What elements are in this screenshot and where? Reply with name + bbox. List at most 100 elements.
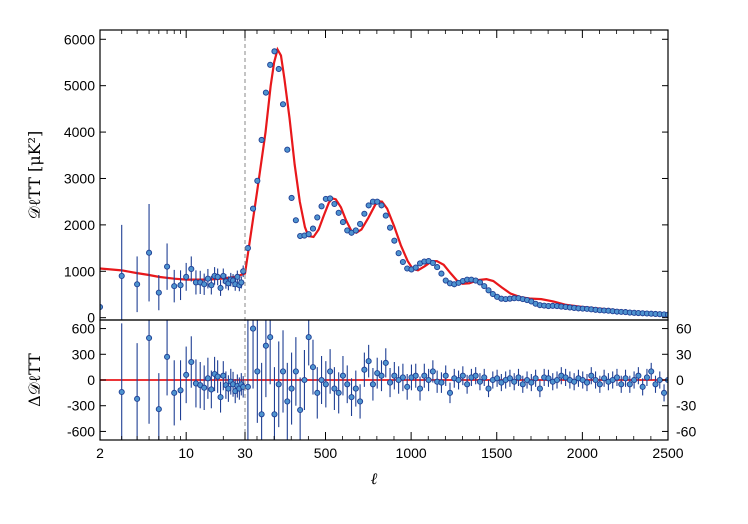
xtick-label-1: 10 [178,445,194,461]
residual-data-1-point-12 [201,384,208,391]
residual-data-2-point-90 [631,376,638,384]
top-data-point-45 [318,203,325,210]
top-data-point-67 [412,264,419,271]
top-y-axis-label: 𝒟ℓTT [μK²] [25,131,44,219]
residual-data-1-point-9 [188,358,195,366]
top-ytick-label-0: 0 [87,310,95,326]
xtick-label-7: 2500 [652,445,683,461]
bottom-ytick-label-1: -300 [67,398,95,414]
top-ytick-label-6: 6000 [64,31,95,47]
residual-data-2-point-97 [661,389,668,396]
top-data-point-33 [267,61,274,68]
residual-data-2-point-70 [545,375,552,382]
residual-data-2-point-59 [498,379,505,386]
residual-data-2-point-51 [464,381,471,388]
residual-data-2-point-31 [378,372,385,379]
residual-data-2-point-82 [596,381,603,388]
residual-data-2-point-20 [331,385,338,392]
top-data-point-85 [489,290,496,298]
residual-data-2-point-21 [335,389,342,396]
residual-data-2-point-8 [279,368,287,375]
residual-data-2-point-30 [374,370,381,377]
top-data-point-6 [171,283,178,290]
residual-data-2-point-62 [511,378,518,385]
top-data-point-48 [331,200,338,208]
residual-data-2-point-7 [275,381,282,388]
residual-data-2-point-54 [476,378,484,385]
residual-data-2-point-40 [416,385,424,392]
top-data-point-8 [183,273,190,280]
residual-data-2-point-15 [309,364,317,371]
residual-data-2-point-33 [387,379,394,386]
residual-data-1-point-3 [146,334,153,342]
residual-data-2-point-92 [639,383,646,390]
residual-data-2-point-24 [348,394,355,401]
residual-data-2-point-89 [626,381,633,388]
top-data-point-74 [442,277,449,284]
top-data-point-3 [146,249,153,256]
residual-data-2-point-72 [553,376,561,384]
residual-data-2-point-37 [404,383,411,390]
top-data-point-9 [188,265,195,273]
residual-data-2-point-12 [297,406,304,414]
top-data-point-36 [279,101,287,108]
top-data-point-126 [664,311,668,318]
residual-data-2-point-25 [352,385,359,392]
top-data-point-16 [214,273,221,280]
top-ytick-label-5: 5000 [64,78,95,94]
xtick-label-3: 500 [314,445,338,461]
residual-data-2-point-6 [271,411,278,418]
residual-data-2-point-16 [314,389,321,396]
residual-data-2-point-35 [395,376,402,384]
residual-data-2-point-13 [301,376,308,384]
top-model-curve [100,46,668,316]
residual-data-2-point-36 [399,374,406,381]
top-data-point-12 [201,281,208,288]
bottom-right-ytick-label-2: 0 [676,372,684,388]
xtick-label-2: 30 [237,445,253,461]
residual-data-2-point-96 [656,376,663,384]
residual-data-2-point-32 [382,359,389,366]
top-panel [100,46,668,320]
top-data-point-17 [217,284,224,292]
top-data-point-7 [177,282,184,289]
residual-data-2-point-88 [622,375,629,382]
top-ytick-label-1: 1000 [64,263,95,279]
residual-data-2-point-14 [305,334,312,341]
residual-data-2-point-74 [562,374,569,381]
bottom-ytick-label-4: 600 [72,321,96,337]
residual-data-1-point-8 [183,371,190,378]
top-data-point-29 [249,205,257,212]
residual-data-1-point-5 [164,353,171,360]
residual-data-2-point-26 [357,398,364,405]
residual-data-2-point-63 [515,374,522,381]
residual-data-2-point-9 [284,398,291,405]
residual-data-2-point-4 [262,342,269,349]
top-data-point-55 [361,210,368,217]
residual-data-2-point-87 [618,381,625,388]
residual-data-2-point-93 [643,374,650,381]
top-data-point-63 [395,250,402,257]
residual-data-2-point-85 [609,376,616,384]
top-data-point-54 [357,220,364,228]
top-data-point-37 [284,146,291,153]
residual-data-2-point-41 [421,372,428,379]
top-data-point-83 [481,283,488,290]
residual-data-2-point-53 [472,372,479,379]
residual-data-2-point-81 [592,376,599,384]
residual-data-1-point-18 [220,372,227,379]
bottom-ytick-label-3: 300 [72,346,96,362]
residual-data-1-point-4 [155,406,162,413]
residual-data-2-point-66 [528,379,535,386]
top-ytick-label-3: 3000 [64,170,95,186]
top-ytick-label-4: 4000 [64,124,95,140]
top-data-point-61 [387,224,394,231]
residual-data-2-point-34 [391,372,398,379]
residual-data-2-point-23 [344,381,351,388]
residual-data-2-point-46 [442,372,449,379]
top-data-point-62 [391,237,398,244]
residual-data-1-point-13 [204,375,211,382]
top-data-point-60 [382,212,389,219]
top-data-point-42 [305,231,312,238]
residual-data-1-point-6 [171,389,178,396]
